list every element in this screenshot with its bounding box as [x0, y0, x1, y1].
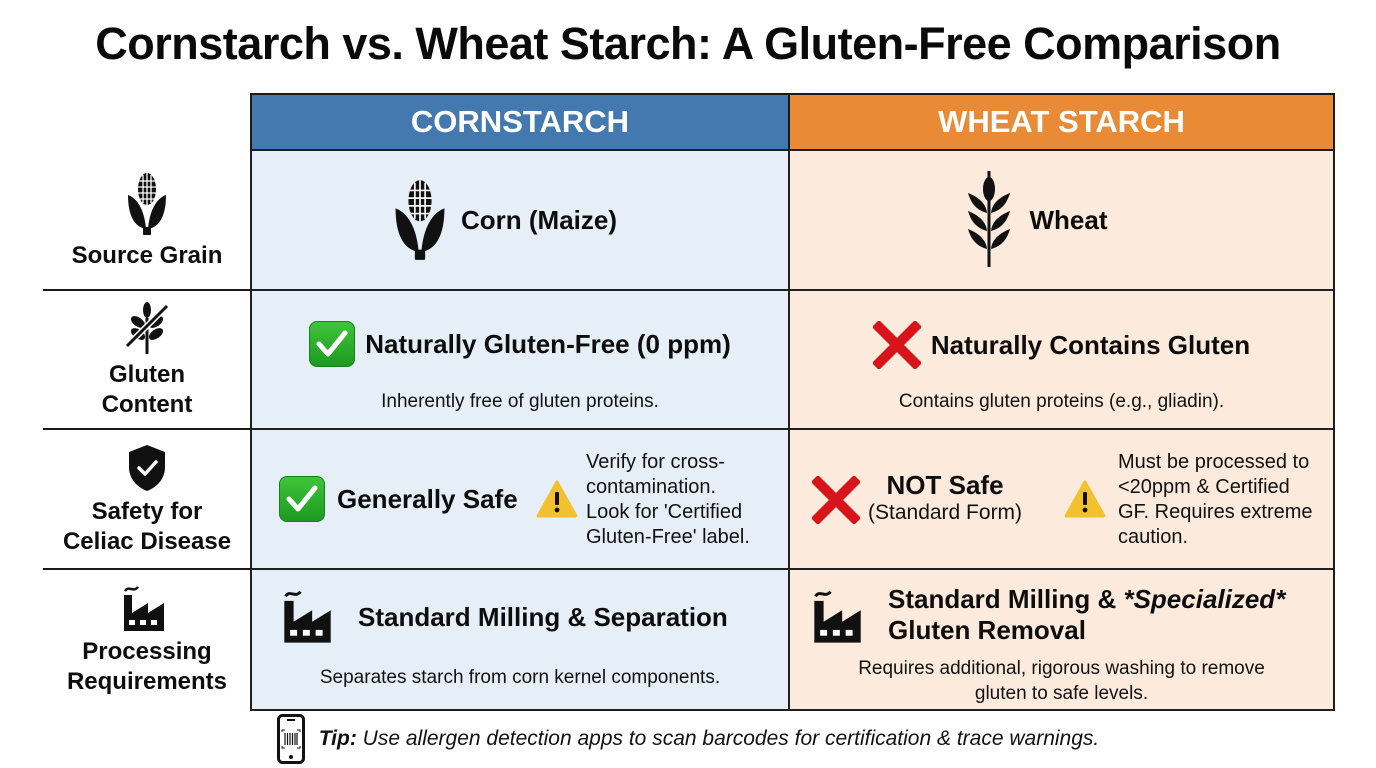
row-label-source-grain: Source Grain: [43, 151, 251, 290]
row-divider: [43, 428, 251, 430]
warning-icon: [536, 480, 578, 518]
gluten-status-corn: Naturally Gluten-Free (0 ppm): [365, 328, 731, 359]
processing-title-corn: Standard Milling & Separation: [358, 602, 728, 632]
cell-cornstarch-source: Corn (Maize): [250, 149, 790, 291]
tip-footer: Tip: Use allergen detection apps to scan…: [0, 714, 1376, 764]
row-label-text: Content: [101, 391, 193, 418]
source-grain-corn: Corn (Maize): [461, 204, 617, 235]
gluten-detail-wheat: Contains gluten proteins (e.g., gliadin)…: [898, 391, 1225, 412]
cross-icon: [872, 321, 921, 369]
corn-icon: [128, 172, 166, 235]
corn-icon: [395, 180, 445, 260]
column-header-wheat-starch: WHEAT STARCH: [788, 93, 1335, 151]
page-title: Cornstarch vs. Wheat Starch: A Gluten-Fr…: [95, 18, 1281, 69]
row-label-text: Requirements: [66, 668, 228, 695]
row-label-text: Processing: [82, 638, 212, 665]
row-label-celiac-safety: Safety for Celiac Disease: [43, 430, 251, 569]
row-label-text: Celiac Disease: [62, 527, 232, 555]
no-gluten-icon: [124, 302, 170, 354]
cell-cornstarch-safety: Generally Safe Verify for cross- contami…: [250, 428, 790, 570]
row-label-gluten-content: Gluten Content: [43, 291, 251, 429]
factory-icon: [814, 590, 861, 643]
check-icon: [279, 476, 325, 522]
safety-note-wheat: Must be processed to <20ppm & Certified …: [1118, 451, 1313, 548]
cell-wheat-processing: Standard Milling & *Specialized* Gluten …: [788, 568, 1335, 711]
cell-cornstarch-processing: Standard Milling & Separation Separates …: [250, 568, 790, 711]
column-header-cornstarch: CORNSTARCH: [250, 93, 790, 151]
check-icon: [309, 321, 356, 367]
gluten-detail-corn: Inherently free of gluten proteins.: [381, 391, 659, 412]
processing-detail-corn: Separates starch from corn kernel compon…: [319, 667, 721, 688]
cell-wheat-safety: NOT Safe (Standard Form) Must be process…: [788, 428, 1335, 570]
cell-wheat-source: Wheat: [788, 149, 1335, 291]
cross-icon: [812, 476, 860, 524]
wheat-icon: [967, 171, 1010, 267]
row-label-text: Gluten: [109, 361, 185, 388]
row-label-processing: Processing Requirements: [43, 570, 251, 710]
factory-icon: [123, 586, 164, 631]
source-grain-wheat: Wheat: [1029, 204, 1108, 235]
processing-detail-wheat: Requires additional, rigorous washing to…: [858, 658, 1265, 704]
warning-icon: [1064, 480, 1106, 518]
cell-wheat-gluten: Naturally Contains Gluten Contains glute…: [788, 289, 1335, 430]
cell-cornstarch-gluten: Naturally Gluten-Free (0 ppm) Inherently…: [250, 289, 790, 430]
row-divider: [43, 289, 251, 291]
safety-status-corn: Generally Safe: [337, 483, 518, 514]
phone-barcode-icon: [276, 714, 305, 764]
row-label-text: Safety for: [91, 497, 203, 525]
safety-note-corn: Verify for cross- contamination. Look fo…: [586, 451, 750, 548]
row-label-text: Source Grain: [71, 241, 223, 269]
gluten-status-wheat: Naturally Contains Gluten: [930, 329, 1251, 360]
factory-icon: [284, 590, 331, 643]
row-divider: [43, 568, 251, 570]
safety-status-wheat: NOT Safe (Standard Form): [868, 470, 1023, 524]
tip-text: Tip: Use allergen detection apps to scan…: [318, 727, 1100, 750]
processing-title-wheat: Standard Milling & *Specialized* Gluten …: [888, 584, 1286, 645]
shield-check-icon: [129, 444, 165, 491]
